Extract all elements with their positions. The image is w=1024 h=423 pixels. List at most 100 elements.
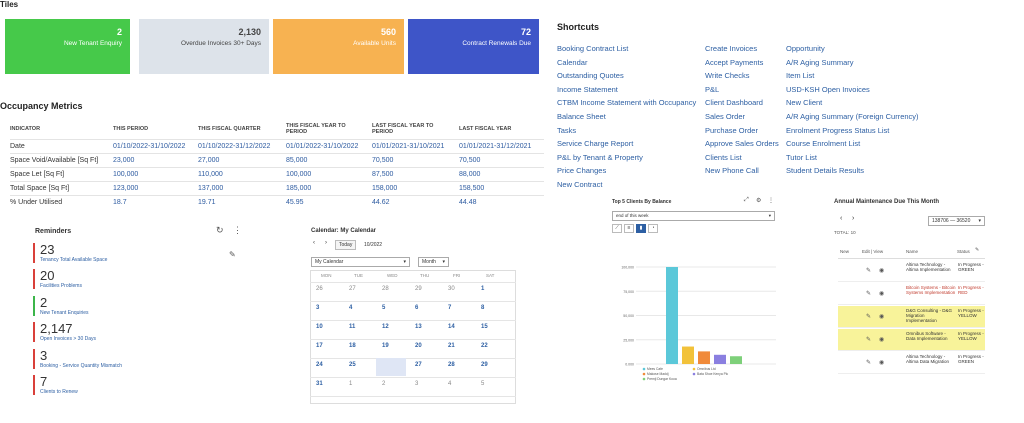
table-cell[interactable]: 123,000 (113, 185, 139, 192)
calendar-day[interactable]: 20 (415, 343, 422, 349)
shortcut-link[interactable]: Tasks (557, 125, 577, 135)
shortcut-link[interactable]: Enrolment Progress Status List (786, 125, 890, 135)
reminder-item[interactable]: 23 Tenancy Total Available Space (33, 243, 223, 263)
chart-type-line-icon[interactable]: ⟋ (612, 224, 622, 233)
calendar-day[interactable]: 4 (448, 381, 452, 387)
shortcut-link[interactable]: Tutor List (786, 152, 817, 162)
period-select[interactable]: end of this week ▾ (612, 211, 775, 221)
shortcut-link[interactable]: Student Details Results (786, 166, 864, 176)
shortcut-link[interactable]: USD-KSH Open Invoices (786, 84, 870, 94)
shortcut-link[interactable]: Write Checks (705, 71, 750, 81)
row-name[interactable]: Omnibus Software - Data Implementation (906, 331, 948, 341)
table-cell[interactable]: 137,000 (198, 185, 224, 192)
calendar-select[interactable]: My Calendar ▾ (311, 257, 410, 267)
row-name[interactable]: D&G Consulting - D&G Migration Implement… (906, 308, 953, 323)
table-cell[interactable]: 87,500 (372, 171, 394, 178)
shortcut-link[interactable]: Client Dashboard (705, 98, 763, 108)
shortcut-link[interactable]: Course Enrolment List (786, 139, 861, 149)
shortcut-link[interactable]: New Contract (557, 180, 603, 189)
calendar-day[interactable]: 1 (349, 381, 353, 387)
table-cell[interactable]: 19.71 (198, 199, 216, 206)
calendar-day[interactable]: 5 (382, 305, 386, 311)
calendar-day[interactable]: 7 (448, 305, 452, 311)
shortcut-link[interactable]: Balance Sheet (557, 112, 606, 121)
next-page-icon[interactable]: › (852, 215, 855, 222)
prev-page-icon[interactable]: ‹ (840, 215, 843, 222)
table-cell[interactable]: 27,000 (198, 157, 220, 164)
calendar-day[interactable]: 19 (382, 343, 389, 349)
edit-icon[interactable]: ✎ (866, 337, 872, 343)
view-icon[interactable]: ◉ (879, 291, 885, 297)
table-cell[interactable]: 01/01/2021-31/10/2021 (372, 143, 445, 150)
chart-type-pie-icon[interactable]: ◔ (648, 224, 658, 233)
table-cell[interactable]: 158,500 (459, 185, 485, 192)
calendar-day[interactable]: 3 (316, 305, 320, 311)
table-cell[interactable]: 44.48 (459, 199, 477, 206)
table-cell[interactable]: 01/10/2022-31/12/2022 (198, 143, 271, 150)
calendar-day[interactable]: 3 (415, 381, 419, 387)
table-cell[interactable]: 100,000 (286, 171, 312, 178)
calendar-day[interactable]: 28 (382, 286, 389, 292)
table-cell[interactable]: 44.62 (372, 199, 390, 206)
shortcut-link[interactable]: P&L by Tenant & Property (557, 152, 643, 162)
calendar-day[interactable]: 29 (415, 286, 422, 292)
shortcut-link[interactable]: Booking Contract List (557, 44, 629, 53)
calendar-day[interactable]: 30 (448, 286, 455, 292)
shortcut-link[interactable]: A/R Aging Summary (Foreign Currency) (786, 112, 919, 121)
table-cell[interactable]: 110,000 (198, 171, 223, 178)
calendar-day[interactable]: 25 (349, 362, 356, 368)
calendar-day[interactable]: 22 (481, 343, 488, 349)
calendar-day[interactable]: 31 (316, 381, 323, 387)
tile-contract-renewals[interactable]: 72 Contract Renewals Due (408, 19, 539, 74)
sort-pencil-icon[interactable]: ✎ (975, 247, 980, 253)
shortcut-link[interactable]: Calendar (557, 57, 588, 67)
edit-pencil-icon[interactable]: ✎ (229, 250, 236, 259)
calendar-day[interactable]: 28 (448, 362, 455, 368)
table-cell[interactable]: 100,000 (113, 171, 139, 178)
calendar-day[interactable]: 13 (415, 324, 422, 330)
shortcut-link[interactable]: Income Statement (557, 84, 618, 94)
settings-icon[interactable]: ⚙ (756, 198, 762, 204)
reminder-item[interactable]: 3 Booking - Service Quantity Mismatch (33, 348, 223, 369)
expand-icon[interactable]: ⤢ (744, 197, 749, 203)
table-cell[interactable]: 01/10/2022-31/10/2022 (113, 143, 186, 150)
more-options-icon[interactable]: ⋮ (233, 225, 242, 235)
table-cell[interactable]: 158,000 (372, 185, 398, 192)
tile-available-units[interactable]: 560 Available Units (273, 19, 404, 74)
table-cell[interactable]: 70,500 (372, 157, 394, 164)
row-name[interactable]: Altima Technology - Altima Implementatio… (906, 262, 951, 272)
shortcut-link[interactable]: Opportunity (786, 44, 825, 53)
calendar-day[interactable]: 5 (481, 381, 485, 387)
calendar-day[interactable]: 18 (349, 343, 356, 349)
shortcut-link[interactable]: Clients List (705, 152, 742, 162)
shortcut-link[interactable]: Purchase Order (705, 125, 758, 135)
view-icon[interactable]: ◉ (879, 337, 885, 343)
tile-overdue-invoices[interactable]: 2,130 Overdue Invoices 30+ Days (139, 19, 269, 74)
reminder-item[interactable]: 2,147 Open Invoices > 30 Days (33, 322, 223, 343)
shortcut-link[interactable]: New Phone Call (705, 166, 759, 176)
bar[interactable] (730, 356, 742, 364)
calendar-day[interactable]: 17 (316, 343, 323, 349)
more-options-icon[interactable]: ⋮ (768, 198, 774, 204)
prev-month-icon[interactable]: ‹ (313, 240, 315, 246)
reminder-label[interactable]: Clients to Renew (40, 389, 78, 395)
row-name[interactable]: Altima Technology - Altima Data Migratio… (906, 354, 950, 364)
table-cell[interactable]: 01/01/2022-31/10/2022 (286, 143, 359, 150)
calendar-day[interactable]: 6 (415, 305, 419, 311)
calendar-day[interactable]: 27 (349, 286, 356, 292)
calendar-day[interactable]: 21 (448, 343, 455, 349)
calendar-day[interactable]: 8 (481, 305, 485, 311)
shortcut-link[interactable]: CTBM Income Statement with Occupancy (557, 98, 697, 108)
view-icon[interactable]: ◉ (879, 268, 885, 274)
shortcut-link[interactable]: A/R Aging Summary (786, 57, 854, 67)
reminder-label[interactable]: Booking - Service Quantity Mismatch (40, 362, 122, 369)
shortcut-link[interactable]: Create Invoices (705, 44, 758, 53)
shortcut-link[interactable]: P&L (705, 84, 720, 94)
calendar-day[interactable]: 24 (316, 362, 323, 368)
calendar-day[interactable]: 11 (349, 324, 356, 330)
shortcut-link[interactable]: Outstanding Quotes (557, 71, 624, 81)
bar[interactable] (698, 351, 710, 364)
shortcut-link[interactable]: Accept Payments (705, 57, 764, 67)
calendar-day[interactable]: 26 (316, 286, 323, 292)
table-cell[interactable]: 01/01/2021-31/12/2021 (459, 143, 532, 150)
